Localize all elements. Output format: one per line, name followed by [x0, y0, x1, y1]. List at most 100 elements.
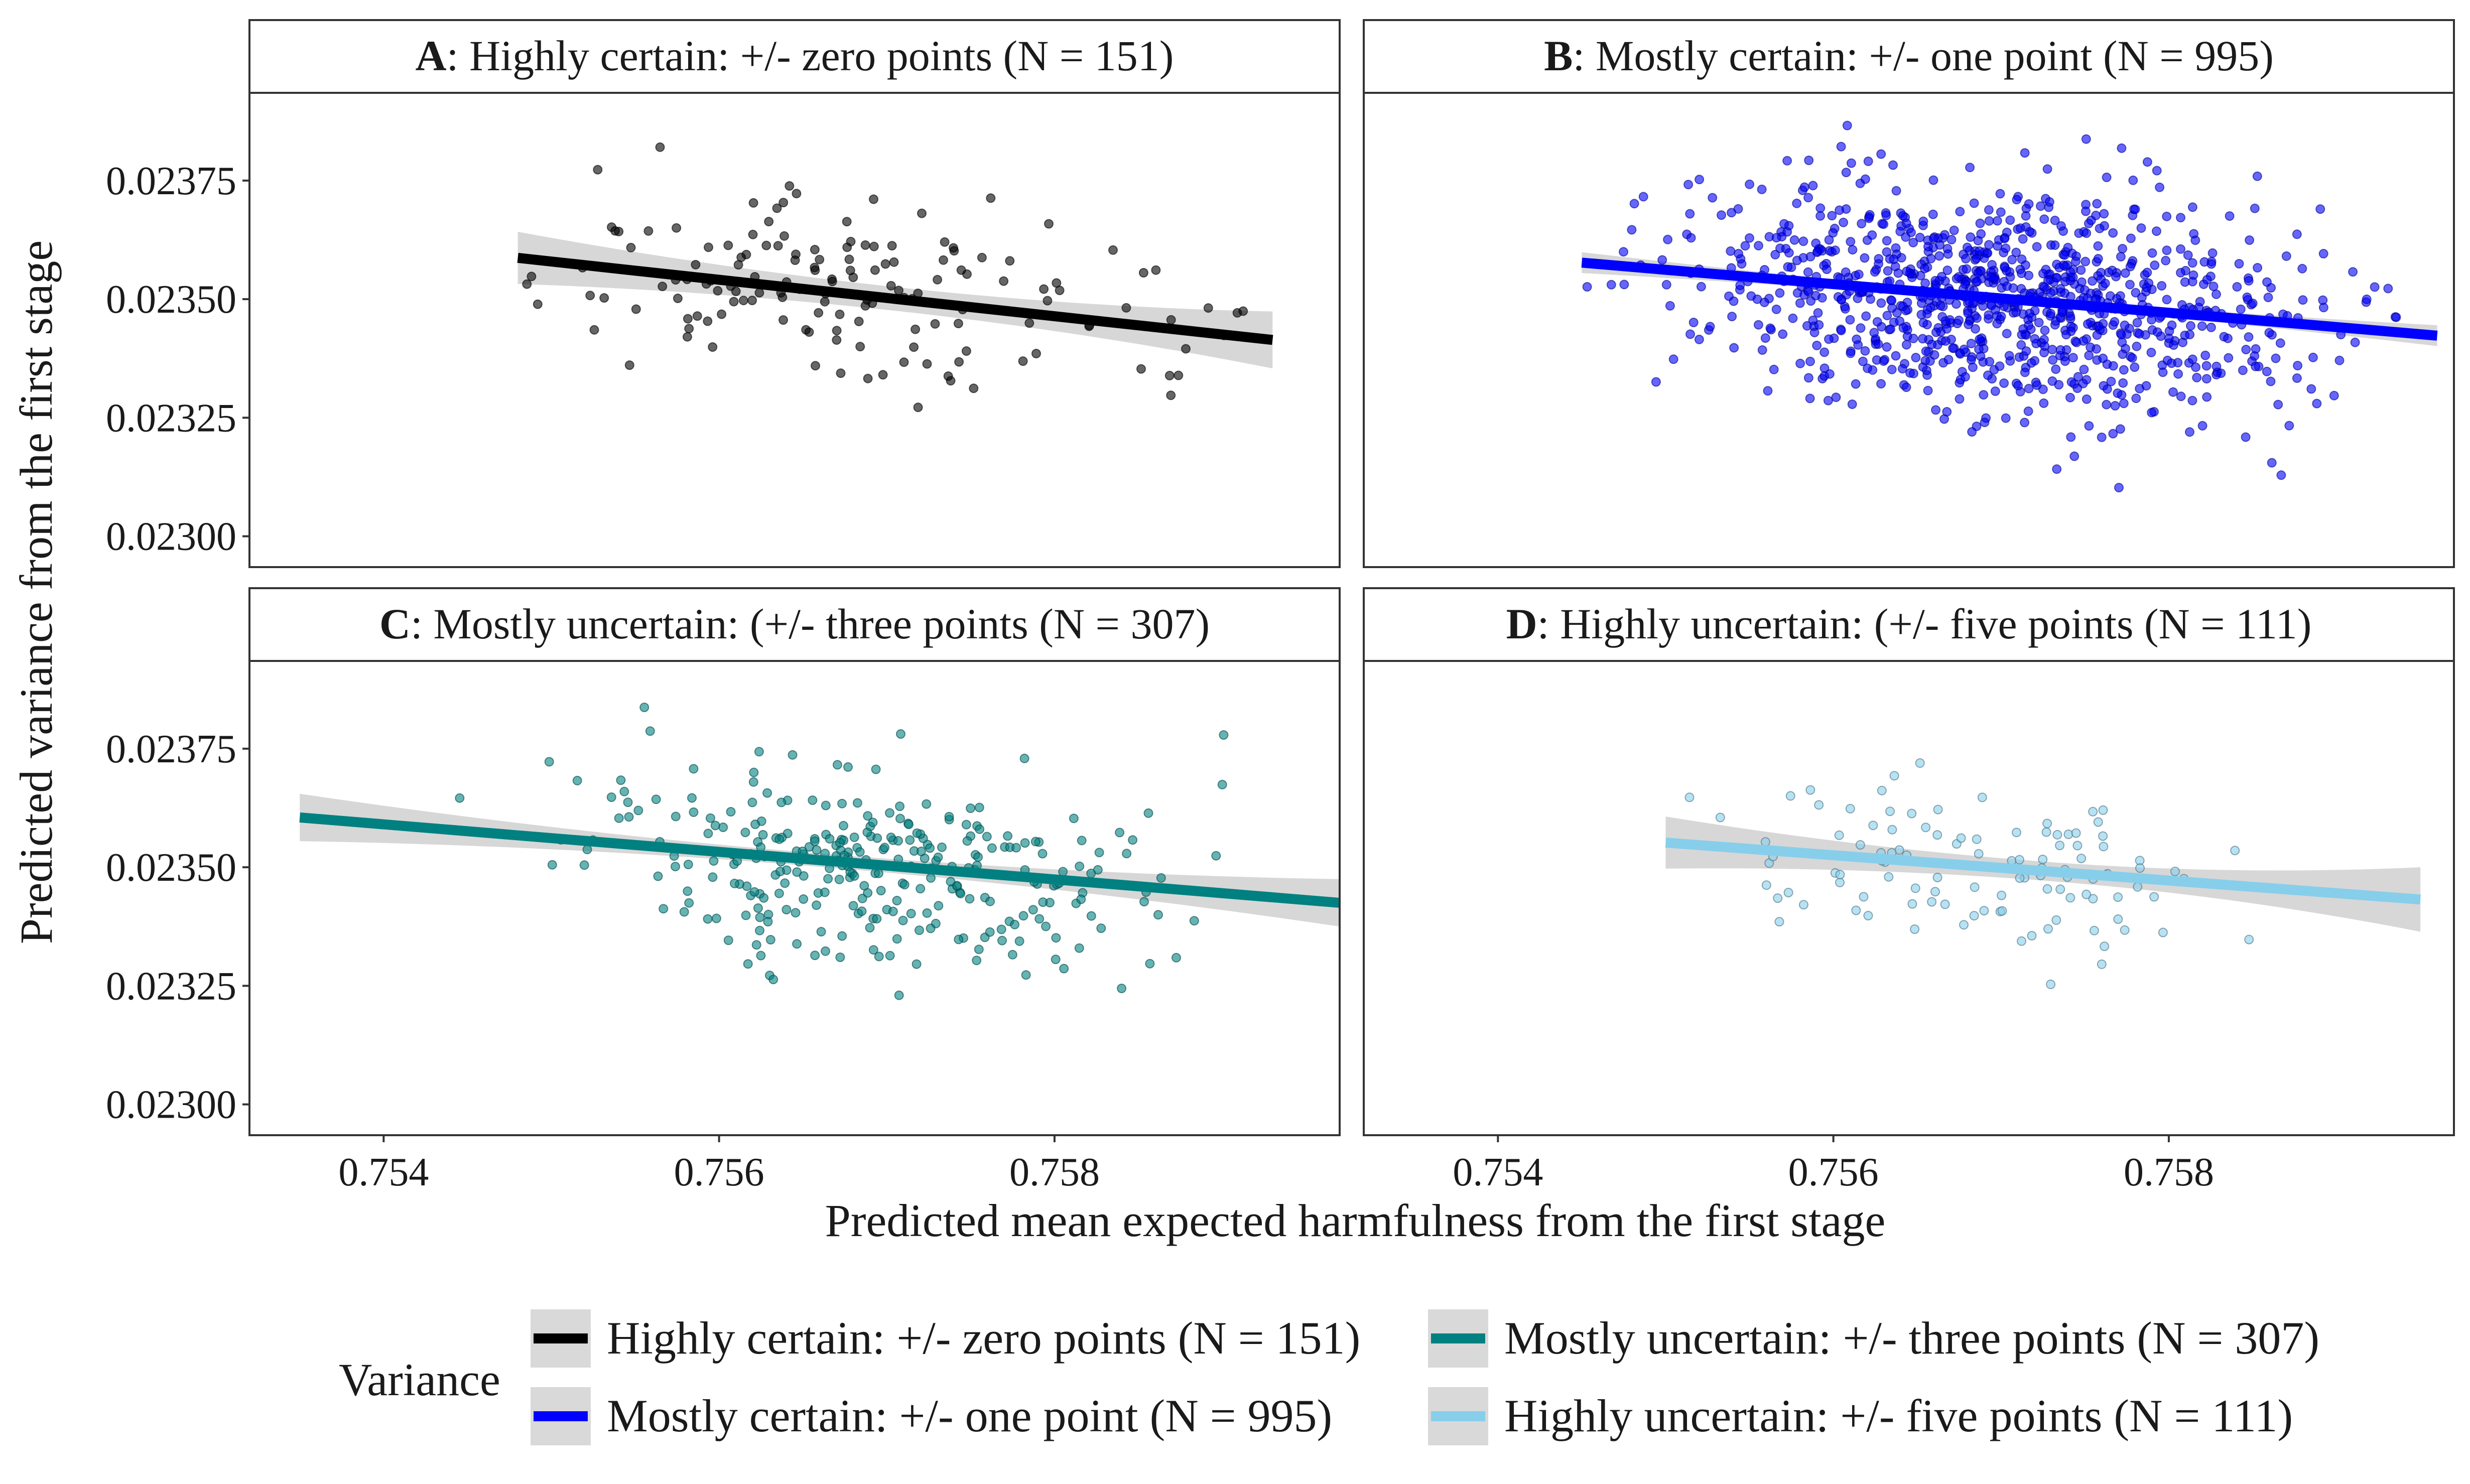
- panel-b-point: [2082, 394, 2092, 404]
- panel-b-point: [1889, 254, 1899, 264]
- panel-b-point: [1651, 377, 1661, 387]
- panel-b-strip-label: B: Mostly certain: +/- one point (N = 99…: [1544, 32, 2274, 80]
- panel-b-point: [1915, 271, 1925, 281]
- panel-d-x-tick-label: 0.756: [1788, 1150, 1879, 1194]
- panel-b-point: [2113, 388, 2123, 398]
- panel-b-point: [1966, 232, 1976, 242]
- panel-b-point: [1799, 182, 1809, 192]
- panel-b-point: [1911, 353, 1921, 362]
- panel-b-point: [1858, 356, 1868, 366]
- panel-b-point: [2050, 240, 2060, 250]
- panel-c-point: [1128, 835, 1138, 845]
- panel-d-point: [2038, 855, 2048, 864]
- panel-c-point: [711, 913, 721, 923]
- panel-c-point: [684, 898, 694, 908]
- panel-d-point: [2055, 841, 2065, 851]
- panel-b-point: [1897, 364, 1907, 374]
- panel-b-point: [2147, 315, 2157, 325]
- panel-b-point: [1901, 382, 1911, 392]
- panel-b-point: [1893, 268, 1903, 278]
- panel-a-point: [1031, 349, 1041, 358]
- panel-b-point: [1882, 342, 1892, 352]
- panel-b-point: [1869, 328, 1879, 338]
- panel-d-point: [2046, 979, 2056, 989]
- panel-a-point: [855, 342, 865, 352]
- panel-a-point: [1108, 245, 1118, 255]
- panel-d-point: [1798, 900, 1808, 910]
- panel-b-point: [2099, 209, 2109, 219]
- panel-d-point: [1997, 906, 2007, 916]
- panel-d-point: [2149, 892, 2159, 902]
- panel-d-point: [1932, 830, 1942, 840]
- panel-a-point: [691, 259, 701, 269]
- panel-b-point: [2132, 318, 2142, 328]
- panel-b-point: [2245, 235, 2255, 245]
- panel-b-point: [1846, 158, 1856, 168]
- panel-c-x-tick-label: 0.756: [674, 1150, 764, 1194]
- panel-a-point: [810, 265, 820, 275]
- panel-a-border: [248, 92, 1341, 568]
- panel-c-point: [780, 878, 790, 888]
- panel-c-point: [683, 886, 693, 896]
- panel-c-point: [872, 914, 882, 924]
- panel-d-point: [2135, 863, 2145, 873]
- panel-b-point: [1974, 344, 1984, 354]
- panel-b-point: [1883, 266, 1893, 276]
- panel-b-point: [2102, 172, 2112, 182]
- panel-b-point: [1795, 298, 1805, 308]
- panel-d-point: [2099, 842, 2109, 852]
- panel-c-point: [987, 843, 997, 853]
- panel-b-point: [2185, 427, 2194, 437]
- panel-a-point: [708, 342, 718, 352]
- panel-c-point: [689, 764, 699, 774]
- panel-c-point: [982, 832, 992, 842]
- panel-b-point: [2187, 258, 2197, 268]
- panel-c-point: [1077, 836, 1087, 846]
- panel-d-point: [2097, 959, 2107, 969]
- panel-b-point: [2021, 260, 2030, 270]
- panel-c-y-tick-label: 0.02300: [106, 1083, 236, 1127]
- panel-b-point: [1984, 216, 1994, 226]
- panel-c-point: [1037, 849, 1048, 859]
- panel-a-point: [999, 276, 1009, 286]
- panel-d-point: [1907, 899, 1917, 909]
- panel-b-point: [1943, 355, 1954, 364]
- panel-d-point: [1805, 785, 1815, 795]
- panel-d-point: [1851, 905, 1861, 915]
- panel-b-point: [2108, 429, 2118, 439]
- panel-a-point: [832, 335, 842, 345]
- panel-b-point: [2031, 339, 2041, 348]
- panel-b-point: [2080, 285, 2090, 295]
- panel-c-point: [893, 836, 903, 846]
- panel-b-point: [1830, 245, 1840, 255]
- panel-c-point: [1030, 837, 1041, 847]
- panel-a-point: [1018, 356, 1028, 366]
- panel-d-point: [1921, 823, 1931, 833]
- panel-c-point: [996, 924, 1006, 934]
- panel-a-point: [842, 242, 852, 252]
- panel-b-point: [2001, 413, 2011, 423]
- panel-b-point: [2102, 384, 2112, 394]
- panel-b-point: [1696, 282, 1706, 292]
- panel-b-point: [1792, 198, 1802, 208]
- panel-b-point: [2173, 369, 2183, 379]
- panel-c-point: [975, 824, 985, 834]
- panel-b-point: [2040, 341, 2050, 351]
- panel-b-point: [2242, 292, 2252, 302]
- panel-c-point: [934, 901, 944, 911]
- panel-b-point: [2134, 329, 2144, 339]
- panel-a-point: [748, 198, 758, 208]
- panel-b-point: [1948, 343, 1958, 353]
- panel-b-point: [2176, 391, 2186, 401]
- panel-b-point: [1866, 294, 1876, 304]
- panel-b-point: [2158, 367, 2168, 377]
- panel-c-point: [839, 821, 848, 831]
- panel-a: A: Highly certain: +/- zero points (N = …: [106, 19, 1341, 568]
- panel-b-point: [2308, 352, 2318, 362]
- panel-c-border: [248, 660, 1341, 1136]
- panel-d-point: [1940, 899, 1950, 909]
- panel-c-point: [659, 904, 669, 914]
- panel-d-point: [1977, 792, 1987, 802]
